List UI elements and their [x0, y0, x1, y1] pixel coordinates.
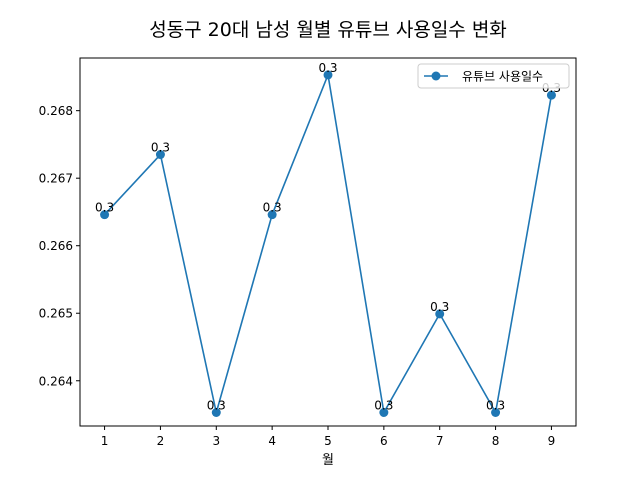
data-label-4: 0.3: [318, 61, 337, 75]
x-tick-label-2: 3: [212, 434, 220, 448]
y-tick-label-1: 0.265: [39, 307, 73, 321]
x-tick-label-1: 2: [157, 434, 165, 448]
data-point-3: [267, 210, 277, 220]
data-point-0: [100, 210, 110, 220]
x-tick-label-6: 7: [436, 434, 444, 448]
data-label-5: 0.3: [374, 398, 393, 412]
x-tick-label-4: 5: [324, 434, 332, 448]
data-point-4: [323, 70, 333, 80]
data-point-2: [211, 407, 221, 417]
data-label-6: 0.3: [430, 300, 449, 314]
data-point-7: [491, 407, 501, 417]
y-tick-label-0: 0.264: [39, 374, 73, 388]
x-axis-label: 월: [322, 453, 334, 468]
data-point-1: [155, 150, 165, 160]
plot-frame: [79, 57, 577, 427]
data-point-6: [435, 309, 445, 319]
legend-marker-swatch: [431, 71, 441, 81]
legend-entry-label: 유튜브 사용일수: [462, 70, 543, 84]
legend: 유튜브 사용일수: [417, 63, 570, 89]
legend-box: [417, 63, 570, 89]
x-tick-label-3: 4: [268, 434, 276, 448]
y-tick-label-2: 0.266: [39, 239, 73, 253]
chart-title: 성동구 20대 남성 월별 유튜브 사용일수 변화: [149, 19, 507, 41]
data-label-0: 0.3: [95, 201, 114, 215]
y-tick-label-4: 0.268: [39, 104, 73, 118]
data-point-8: [546, 90, 556, 100]
x-tick-label-5: 6: [380, 434, 388, 448]
x-tick-label-8: 9: [548, 434, 556, 448]
series-line-0: [103, 71, 553, 415]
data-label-3: 0.3: [263, 201, 282, 215]
data-label-2: 0.3: [207, 398, 226, 412]
x-tick-label-0: 1: [101, 434, 109, 448]
data-label-1: 0.3: [151, 141, 170, 155]
x-tick-label-7: 8: [492, 434, 500, 448]
data-label-7: 0.3: [486, 398, 505, 412]
data-point-5: [379, 407, 389, 417]
y-tick-label-3: 0.267: [39, 172, 73, 186]
